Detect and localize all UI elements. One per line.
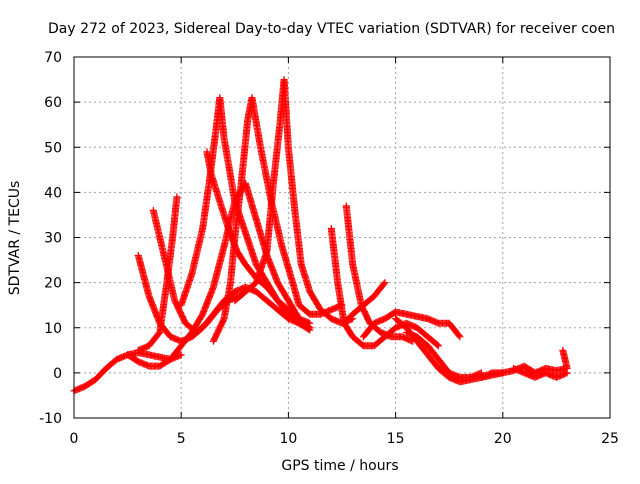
series-spike-4.6h [134, 193, 181, 354]
data-point-marker [306, 319, 314, 327]
series-decline-15h [359, 308, 464, 341]
x-tick-label: 5 [177, 431, 186, 447]
plot-frame [73, 56, 611, 419]
y-tick-label: 50 [44, 140, 62, 156]
data-point-marker [306, 326, 314, 334]
series-spike-12.8h [342, 202, 417, 345]
data-point-marker [559, 346, 567, 354]
data-point-marker [455, 332, 463, 340]
data-point-marker [305, 325, 313, 333]
data-point-marker [173, 193, 181, 201]
x-axis-label: GPS time / hours [281, 458, 398, 474]
x-tick-label: 10 [279, 431, 297, 447]
y-tick-label: 30 [44, 231, 62, 247]
series-spike-9.7h [231, 76, 357, 327]
y-tick-label: -10 [39, 411, 62, 427]
y-axis-label: SDTVAR / TECUs [7, 181, 23, 296]
y-tick-label: 70 [44, 50, 62, 66]
chart-title: Day 272 of 2023, Sidereal Day-to-day VTE… [48, 21, 615, 37]
data-point-marker [177, 351, 185, 359]
y-tick-label: 40 [44, 185, 62, 201]
data-point-marker [380, 280, 388, 288]
data-point-marker [456, 333, 464, 341]
tick-label-layer: 0 5 10 15 20 25 -10 0 10 20 30 40 50 60 70 [39, 50, 619, 447]
y-tick-label: 20 [44, 276, 62, 292]
data-point-marker [433, 341, 441, 349]
x-tick-label: 25 [601, 431, 619, 447]
y-tick-label: 0 [53, 366, 62, 382]
x-tick-label: 0 [70, 431, 79, 447]
x-tick-label: 15 [387, 431, 405, 447]
marks-layer [70, 76, 571, 395]
series-tail-21h-low [510, 364, 571, 381]
x-tick-label: 20 [494, 431, 512, 447]
series-spike-12.6h-right [340, 279, 389, 327]
y-tick-label: 60 [44, 95, 62, 111]
series-decline-16h [402, 328, 485, 381]
y-tick-label: 10 [44, 321, 62, 337]
data-point-marker [381, 279, 389, 287]
data-point-marker [435, 342, 442, 350]
data-point-marker [563, 369, 571, 377]
